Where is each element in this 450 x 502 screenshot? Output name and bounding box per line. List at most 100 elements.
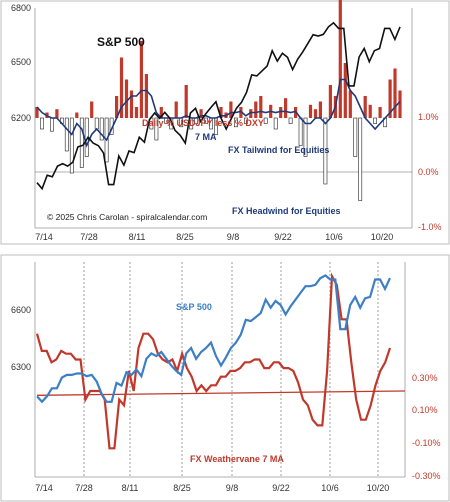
fx-bar	[263, 117, 268, 124]
top-x-tick-7: 10/20	[371, 232, 394, 242]
fx-bar	[298, 117, 303, 146]
bottom-x-tick-2: 8/11	[122, 483, 139, 493]
bottom-yr-tick-1: 0.10%	[412, 405, 438, 415]
top-yr-tick-1: 0.0%	[418, 167, 439, 177]
fx-bar	[154, 117, 159, 141]
fx-bar	[284, 98, 288, 118]
fx-bar	[288, 117, 293, 124]
credit-text: © 2025 Chris Carolan - spiralcalendar.co…	[47, 212, 207, 222]
bottom-x-tick-1: 7/28	[75, 483, 93, 493]
top-bars	[35, 0, 402, 201]
fx-bar	[64, 117, 69, 152]
fx-bar	[69, 117, 74, 174]
fx-bar	[363, 96, 367, 118]
bottom-sp500-line	[36, 274, 391, 404]
fx-bar	[204, 117, 209, 124]
fx-bar	[234, 117, 238, 128]
top-ma-line	[36, 78, 401, 148]
bottom-x-tick-3: 8/25	[173, 483, 191, 493]
fx-bar	[259, 96, 263, 118]
fx-bar	[398, 90, 402, 118]
fx-bar	[388, 79, 392, 118]
fx-bar	[338, 0, 342, 118]
bottom-panel: 6600 6300 0.30% 0.10% -0.10% -0.30% 7/14…	[0, 254, 450, 502]
bottom-x-tick-6: 10/6	[321, 483, 339, 493]
bottom-x-tick-4: 9/8	[226, 483, 239, 493]
bottom-x-tick-5: 9/22	[272, 483, 290, 493]
bottom-weathervane-line	[35, 272, 392, 450]
top-y-tick-1: 6500	[11, 57, 31, 67]
bottom-x-tick-0: 7/14	[35, 483, 53, 493]
fx-bar	[174, 101, 178, 118]
weathervane-label: FX Weathervane 7 MA	[190, 454, 284, 464]
bottom-x-tick-7: 10/20	[367, 483, 390, 493]
fx-bar	[229, 101, 233, 118]
bottom-panel-border	[0, 254, 450, 502]
fx-bar	[303, 117, 308, 157]
fx-bar	[249, 109, 253, 118]
bottom-yr-tick-0: 0.30%	[412, 373, 438, 383]
bottom-baseline	[36, 390, 406, 396]
top-sp500-line	[36, 21, 401, 191]
fx-bar	[323, 117, 328, 185]
ma-label: 7 MA	[195, 132, 217, 142]
top-panel-title: S&P 500	[97, 35, 145, 49]
top-y-tick-0: 6800	[11, 3, 31, 13]
fx-bar	[159, 107, 163, 118]
fx-bar	[393, 68, 397, 118]
fx-bar	[348, 90, 352, 118]
top-x-tick-2: 8/11	[129, 232, 146, 242]
top-x-tick-4: 9/8	[227, 232, 240, 242]
tailwind-label: FX Tailwind for Equities	[228, 145, 329, 155]
fx-bar	[254, 101, 258, 118]
top-yr-tick-0: 1.0%	[418, 112, 439, 122]
top-panel-border	[0, 0, 450, 245]
fx-bar	[119, 57, 124, 118]
fx-bar	[184, 85, 188, 118]
fx-bar	[373, 117, 378, 124]
bottom-panel-title: S&P 500	[176, 302, 212, 312]
fx-bar	[40, 117, 44, 130]
top-yr-tick-2: -1.0%	[418, 222, 442, 232]
top-x-tick-3: 8/25	[176, 232, 194, 242]
fx-bar	[353, 117, 358, 157]
fx-bar	[358, 117, 363, 201]
bottom-grid	[83, 262, 379, 477]
fx-bar	[49, 117, 54, 132]
fx-bar	[75, 112, 79, 118]
fx-bar	[144, 74, 148, 118]
top-x-tick-0: 7/14	[35, 232, 53, 242]
fx-bar	[219, 107, 223, 118]
bottom-yr-tick-2: -0.10%	[412, 438, 441, 448]
fx-bar	[199, 109, 203, 118]
bars-label: Daily % USDJPY less % DXY	[142, 118, 264, 128]
fx-bar	[35, 107, 39, 118]
fx-bar	[273, 117, 278, 130]
fx-bar	[55, 109, 59, 118]
bottom-y-tick-0: 6600	[11, 305, 31, 315]
fx-bar	[90, 101, 94, 118]
top-x-tick-1: 7/28	[80, 232, 98, 242]
fx-bar	[139, 41, 143, 118]
top-panel: 6800 6500 6200 1.0% 0.0% -1.0% 7/14 7/28…	[0, 0, 450, 245]
fx-bar	[79, 117, 84, 168]
fx-bar	[308, 104, 313, 118]
fx-bar	[279, 107, 283, 118]
bottom-y-tick-1: 6300	[11, 362, 31, 372]
headwind-label: FX Headwind for Equities	[232, 206, 341, 216]
fx-bar	[94, 117, 99, 130]
top-x-tick-6: 10/6	[325, 232, 343, 242]
fx-bar	[134, 107, 139, 118]
fx-bar	[124, 79, 129, 118]
fx-bar	[239, 107, 243, 118]
bottom-yr-tick-3: -0.30%	[412, 471, 441, 481]
fx-bar	[244, 117, 248, 124]
fx-bar	[368, 104, 372, 118]
fx-bar	[313, 109, 318, 118]
top-x-tick-5: 9/22	[274, 232, 292, 242]
fx-bar	[99, 117, 104, 141]
fx-bar	[129, 90, 134, 118]
fx-bar	[115, 96, 119, 118]
top-y-tick-2: 6200	[11, 113, 31, 123]
